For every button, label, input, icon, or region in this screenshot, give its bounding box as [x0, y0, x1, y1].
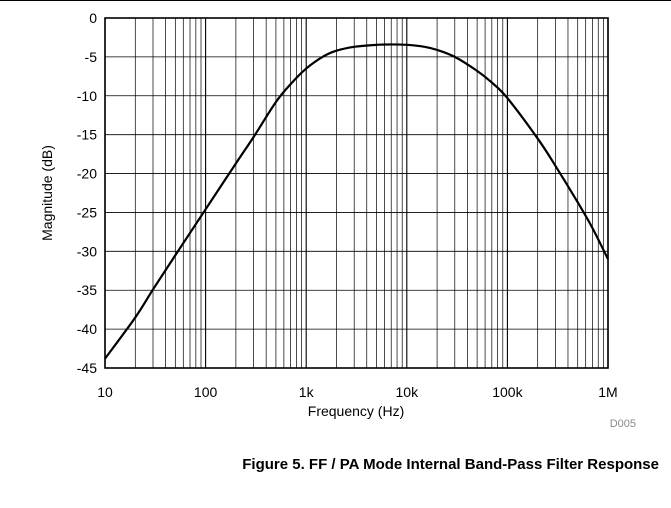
y-axis-label: Magnitude (dB) [39, 145, 55, 241]
y-tick-label: 0 [89, 10, 97, 26]
y-tick-label: -15 [77, 127, 97, 143]
x-tick-label: 100k [492, 384, 523, 400]
y-tick-label: -30 [77, 243, 97, 259]
y-tick-label: -20 [77, 166, 97, 182]
x-tick-label: 1k [299, 384, 315, 400]
top-rule [0, 0, 671, 1]
y-tick-label: -25 [77, 204, 97, 220]
x-tick-labels: 10 100 1k 10k 100k 1M [97, 384, 618, 400]
x-tick-label: 100 [194, 384, 218, 400]
y-tick-label: -10 [77, 88, 97, 104]
y-tick-label: -35 [77, 282, 97, 298]
plot-frame [104, 17, 609, 369]
figure-caption: Figure 5. FF / PA Mode Internal Band-Pas… [242, 456, 659, 473]
magnitude-response-line [104, 43, 609, 360]
x-tick-label: 10k [396, 384, 420, 400]
figure-id: D005 [610, 418, 636, 430]
y-tick-label: -40 [77, 321, 97, 337]
series-layer [104, 43, 609, 360]
x-tick-label: 10 [97, 384, 113, 400]
minor-gridlines [134, 18, 604, 368]
x-axis-label: Frequency (Hz) [308, 403, 404, 419]
y-tick-label: -5 [85, 49, 98, 65]
major-gridlines [104, 17, 609, 369]
y-tick-label: -45 [77, 360, 97, 376]
x-tick-label: 1M [598, 384, 617, 400]
y-tick-labels: 0 -5 -10 -15 -20 -25 -30 -35 -40 -45 [77, 10, 97, 376]
